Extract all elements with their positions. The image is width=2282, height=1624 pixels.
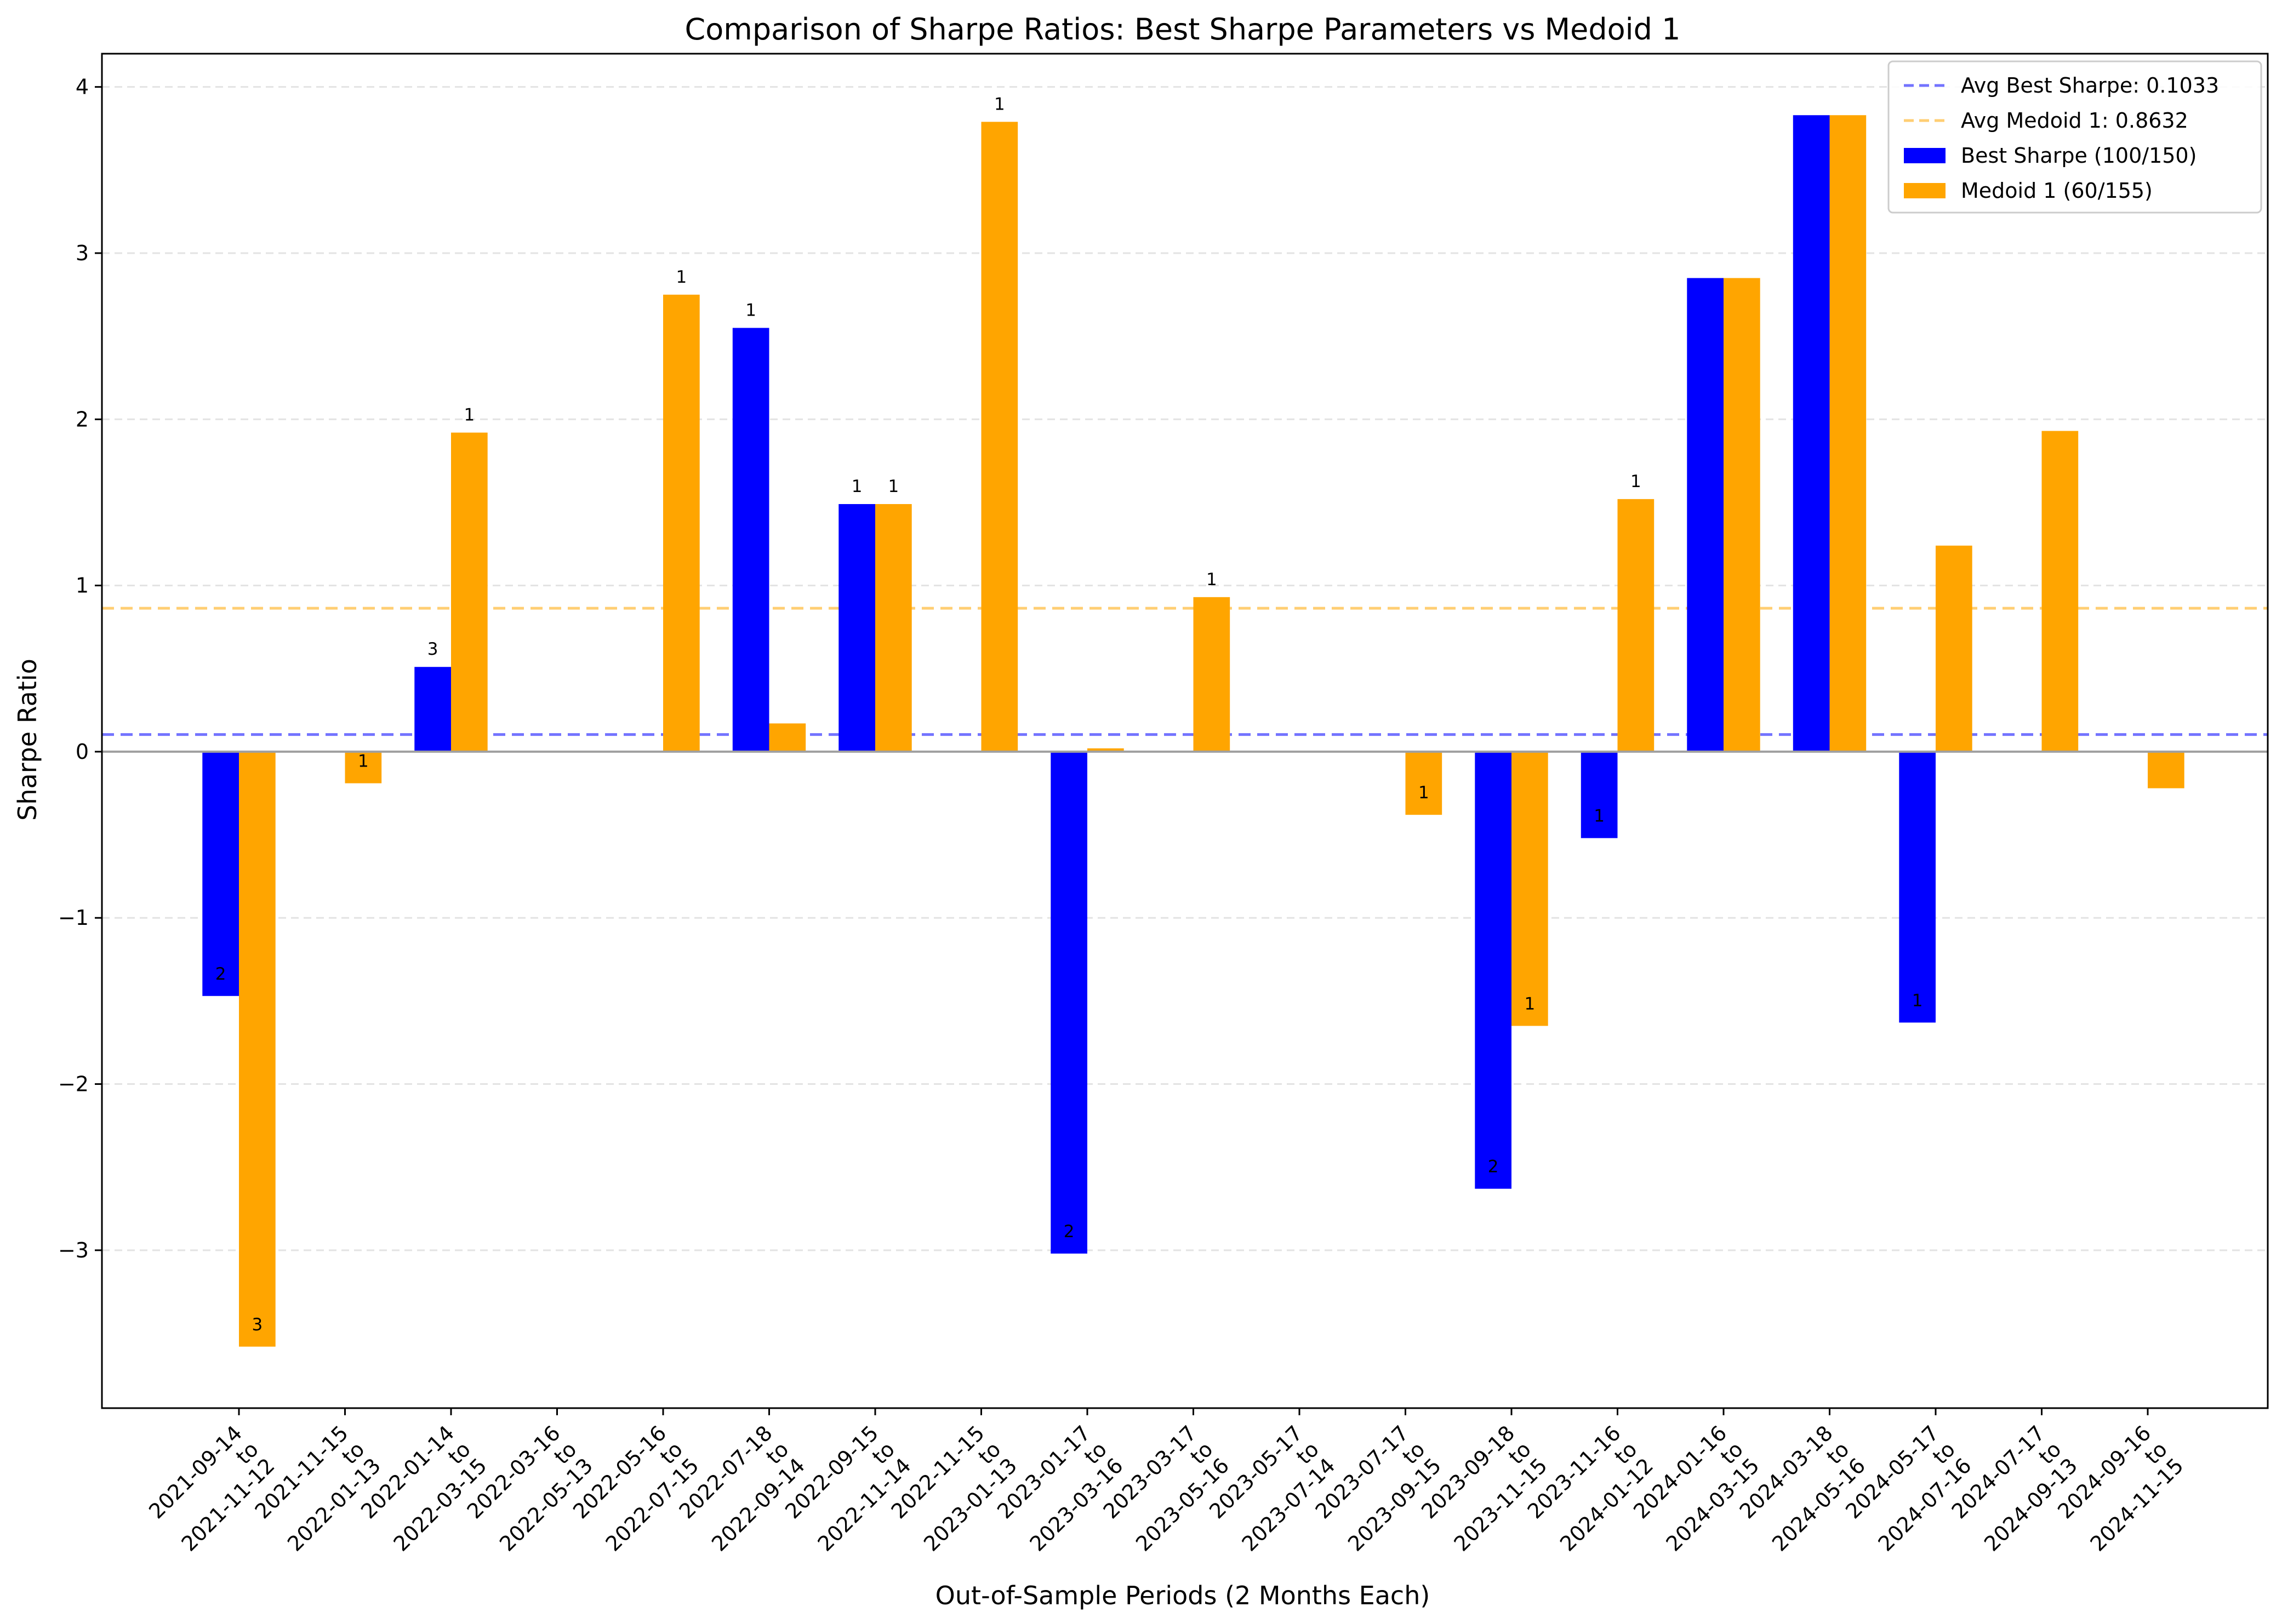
bar [1405,751,1442,815]
bar [345,751,382,784]
bar-label: 2 [1064,1222,1075,1242]
y-tick-label: −2 [58,1072,89,1096]
y-tick-label: 2 [76,407,89,431]
legend-entry-label: Avg Best Sharpe: 0.1033 [1961,73,2219,98]
bar [2041,431,2079,752]
bar [1617,499,1655,752]
y-tick-label: 3 [76,241,89,265]
bar-label: 1 [1418,783,1429,803]
bar [414,667,451,752]
bar-label: 1 [852,477,863,496]
bar [1687,278,1724,752]
legend-bar-swatch [1904,183,1946,198]
bar-label: 1 [745,300,756,320]
bar-label: 2 [1488,1157,1499,1177]
y-tick-label: −3 [58,1238,89,1262]
plot-frame [101,53,2269,1409]
bar [732,328,769,752]
bar-label: 1 [888,477,899,496]
legend-box [1887,60,2262,214]
bar [981,122,1018,752]
legend-entry-label: Medoid 1 (60/155) [1961,179,2153,203]
bar-label: 1 [358,752,369,771]
bar [239,751,276,1347]
x-axis-label: Out-of-Sample Periods (2 Months Each) [935,1581,1430,1610]
bar [1829,115,1867,752]
bar-label: 1 [676,267,687,287]
bar-label: 1 [464,405,475,425]
bar [1475,751,1511,1189]
bar-label: 1 [994,94,1005,114]
bar [875,504,912,752]
bar-label: 1 [1912,991,1923,1010]
bar-label: 3 [252,1315,263,1335]
y-tick-label: 0 [76,740,89,764]
bar-label: 3 [427,639,438,659]
bar [769,723,806,752]
legend: Avg Best Sharpe: 0.1033 Avg Medoid 1: 0.8… [1887,60,2262,214]
legend-entry-label: Avg Medoid 1: 0.8632 [1961,108,2188,133]
bar-labels-layer: 2 3 1 1 2 2 1 1 3 1 1 1 1 1 1 1 1 1 [215,94,1923,1334]
bar [451,432,488,752]
bar [1087,748,1124,752]
bars-layer [202,115,2184,1347]
bar [1581,751,1618,838]
bar-label: 1 [1206,570,1217,590]
bar [202,751,239,996]
bar [1724,278,1760,752]
y-tick-label: 1 [76,574,89,598]
y-tick-label: −1 [58,906,89,930]
legend-bar-swatch [1904,148,1946,163]
bar [2148,751,2184,788]
legend-entry-label: Best Sharpe (100/150) [1961,144,2197,168]
bar [1511,751,1548,1026]
bar-label: 1 [1630,472,1641,491]
bar-label: 1 [1524,994,1535,1014]
bar-label: 2 [215,964,226,984]
bar [1193,597,1230,752]
bar [1051,751,1087,1254]
chart-title: Comparison of Sharpe Ratios: Best Sharpe… [685,12,1681,47]
bar [1936,545,1972,752]
y-tick-label: 4 [76,75,89,99]
y-axis-label: Sharpe Ratio [13,659,42,821]
bar [838,504,875,752]
bar [1793,115,1830,752]
bar [663,294,700,752]
bar [1899,751,1936,1023]
bar-label: 1 [1594,807,1605,826]
